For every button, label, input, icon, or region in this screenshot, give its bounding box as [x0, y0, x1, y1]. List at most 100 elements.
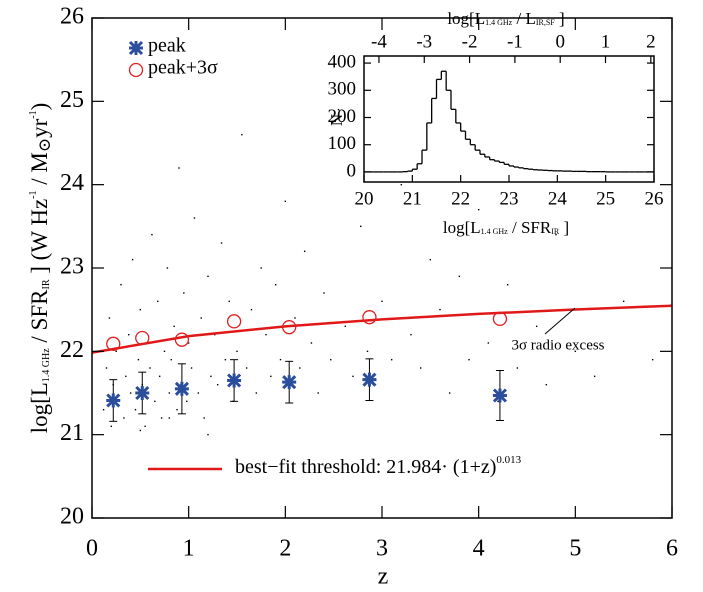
scatter-point — [622, 300, 625, 303]
label-part: 1.4 GHz — [485, 18, 513, 27]
x-axis-label: z — [378, 564, 389, 590]
scatter-point — [163, 350, 166, 353]
peak-marker — [135, 385, 150, 401]
scatter-point — [123, 417, 125, 419]
label-part: IR — [551, 227, 560, 236]
x2-tick-label: -2 — [462, 31, 478, 52]
scatter-point — [105, 367, 108, 369]
label-part: log[L — [447, 9, 485, 28]
x-tick-label: 3 — [376, 536, 388, 562]
scatter-point — [110, 425, 113, 428]
scatter-point — [120, 283, 122, 286]
label-part: 1.4 GHz — [481, 227, 509, 236]
label-part: / L — [512, 9, 536, 28]
label-part: IR,SF — [536, 18, 555, 27]
legend-text: best−fit threshold: 21.984· (1+z) — [235, 456, 496, 478]
peak3-marker — [135, 330, 150, 346]
scatter-point — [183, 292, 185, 294]
scatter-point — [134, 408, 137, 411]
scatter-point — [176, 408, 178, 411]
scatter-point — [178, 167, 180, 169]
scatter-point — [128, 333, 130, 336]
scatter-point — [236, 350, 238, 353]
scatter-point — [506, 283, 509, 286]
scatter-point — [166, 267, 169, 269]
scatter-point — [274, 283, 277, 286]
peak3-marker — [282, 320, 297, 335]
scatter-point — [299, 367, 301, 369]
y-tick-label: 21 — [60, 420, 84, 446]
scatter-point — [651, 358, 654, 361]
inset-x-label: log[L1.4 GHz / SFRIR ] — [443, 218, 569, 237]
x-tick-label: 20 — [355, 188, 374, 209]
scatter-point — [131, 258, 134, 261]
y-tick-label: 20 — [60, 504, 84, 530]
scatter-point — [129, 392, 132, 394]
scatter-point — [151, 233, 153, 236]
scatter-point — [224, 358, 227, 361]
x-tick-label: 24 — [548, 188, 568, 209]
peak-marker — [227, 373, 242, 388]
y-tick-label: 300 — [328, 79, 357, 100]
peak3-marker — [174, 332, 190, 347]
label-part: -1 — [28, 190, 39, 198]
label-part: log[L — [27, 382, 52, 433]
scatter-point — [323, 292, 325, 294]
label-part: log[L — [443, 218, 481, 237]
label-part: -1 — [28, 110, 39, 118]
x2-tick-label: 1 — [601, 31, 611, 52]
scatter-point — [173, 325, 175, 328]
scatter-point — [139, 308, 142, 311]
scatter-point — [216, 383, 219, 386]
scatter-point — [477, 208, 480, 211]
scatter-point — [310, 342, 313, 344]
scatter-point — [344, 325, 346, 328]
y-tick-label: 26 — [60, 4, 84, 30]
label-part: / SFR — [508, 218, 552, 237]
label-part: ] (W Hz — [27, 199, 52, 280]
x-tick-label: 5 — [569, 536, 581, 562]
peak-marker — [174, 381, 189, 396]
x-tick-label: 23 — [500, 188, 519, 209]
scatter-point — [555, 233, 557, 236]
x-tick-label: 21 — [403, 188, 422, 209]
scatter-point — [265, 333, 267, 336]
annotation: 3σ radio excess — [511, 337, 604, 353]
inset-y-label: N — [327, 114, 346, 126]
y-tick-label: 22 — [60, 337, 84, 363]
legend-label: peak+3σ — [148, 57, 218, 79]
scatter-point — [419, 367, 422, 369]
label-part: IR — [41, 279, 52, 289]
scatter-point — [139, 429, 142, 432]
scatter-point — [439, 308, 441, 311]
scatter-point — [410, 333, 412, 336]
label-part: 1.4 GHz — [41, 348, 52, 382]
legend-label: best−fit threshold: 21.984· (1+z)0.013 — [235, 454, 522, 478]
label-part: / SFR — [27, 289, 52, 348]
scatter-point — [210, 375, 212, 378]
scatter-point — [193, 217, 196, 219]
scatter-point — [574, 350, 577, 353]
peak-marker — [362, 372, 377, 387]
scatter-point — [200, 317, 202, 319]
label-part: yr — [27, 118, 52, 138]
scatter-point — [448, 392, 451, 394]
scatter-point — [429, 258, 432, 261]
scatter-point — [168, 392, 171, 394]
scatter-point — [390, 358, 393, 361]
scatter-point — [115, 350, 117, 353]
scatter-point — [245, 367, 248, 369]
scatter-point — [207, 433, 209, 436]
x-tick-label: 26 — [645, 188, 664, 209]
scatter-point — [203, 417, 205, 419]
scatter-point — [468, 358, 470, 361]
scatter-point — [593, 375, 596, 378]
threshold-line — [91, 304, 673, 354]
y-tick-label: 25 — [60, 87, 84, 113]
x-tick-label: 4 — [473, 536, 485, 562]
scatter-point — [186, 400, 188, 403]
scatter-point — [260, 267, 262, 269]
label-part: ] — [559, 218, 569, 237]
x2-tick-label: 2 — [646, 31, 656, 52]
scatter-point — [317, 392, 319, 394]
